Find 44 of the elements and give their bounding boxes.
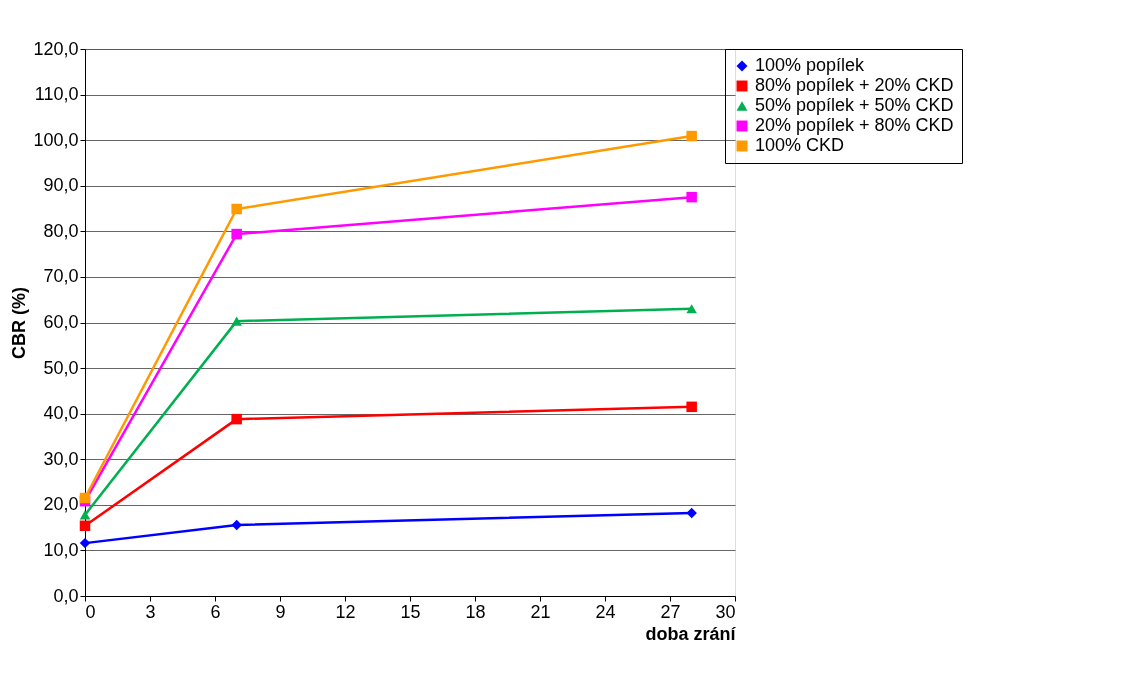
point [79,537,91,549]
y-tick-label: 50,0 [43,357,79,378]
x-tick-label: 15 [400,601,421,622]
point [686,304,697,314]
legend-label: 50% popílek + 50% CKD [755,95,954,115]
x-tick-label: 3 [145,601,156,622]
x-tick-label: 18 [465,601,486,622]
point [686,507,697,519]
point [231,228,242,240]
legend-label: 80% popílek + 20% CKD [755,75,954,95]
y-tick-label: 0,0 [53,585,79,606]
x-tick-label: 12 [335,601,356,622]
x-tick-label: 24 [595,601,616,622]
x-tick-label: 6 [210,601,221,622]
point [231,203,242,215]
x-tick-label: 30 [715,601,736,622]
point [231,519,242,531]
point [231,316,242,326]
y-tick-label: 40,0 [43,403,79,424]
x-tick-label: 27 [660,601,681,622]
legend-label: 100% CKD [755,135,845,155]
y-tick-label: 10,0 [43,539,79,560]
point [686,130,697,142]
x-tick-label: 9 [275,601,286,622]
y-tick-label: 20,0 [43,494,79,515]
point [686,401,697,413]
point [231,413,242,425]
y-tick-label: 80,0 [43,220,79,241]
y-tick-label: 90,0 [43,175,79,196]
point [79,510,91,520]
legend-label: 20% popílek + 80% CKD [755,115,954,135]
y-tick-label: 110,0 [34,84,79,105]
legend-label: 100% popílek [755,55,866,75]
x-tick-label: 0 [85,601,96,622]
point [686,191,697,203]
y-axis-title: CBR (%) [9,287,30,359]
y-tick-label: 60,0 [43,312,79,332]
y-tick-label: 70,0 [43,266,79,287]
y-tick-label: 100,0 [33,129,79,150]
y-tick-label: 30,0 [43,448,79,469]
y-tick-label: 120,0 [33,38,79,59]
x-axis-title: doba zrání [645,623,737,644]
x-tick-label: 21 [530,601,551,622]
point [79,520,91,532]
